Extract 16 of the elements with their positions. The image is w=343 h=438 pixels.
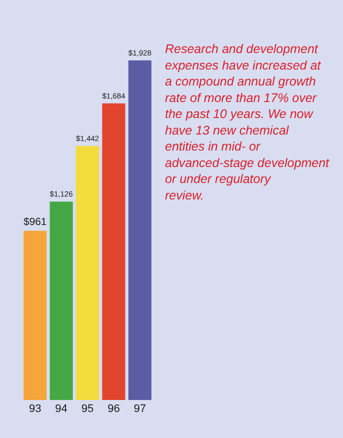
- data-label: $1,442: [76, 134, 99, 143]
- data-label: $1,684: [102, 91, 126, 100]
- x-tick-label: 95: [81, 403, 94, 415]
- x-tick-label: 97: [134, 403, 146, 415]
- data-label: $1,928: [128, 48, 152, 58]
- bar: [24, 230, 47, 400]
- x-tick-label: 96: [108, 403, 120, 415]
- x-tick-label: 94: [55, 403, 68, 415]
- data-label: $1,126: [50, 190, 73, 199]
- bar: [102, 103, 126, 400]
- x-tick-label: 93: [28, 403, 42, 415]
- bar: [76, 146, 100, 400]
- bar: [128, 60, 152, 400]
- text: Research and development expenses have increased at a compound annual growth rate of more than 17% over the past 10 years. We now have 13 new chemical entities in mid- or advanced-stage development or under regulatory review.: [165, 42, 330, 202]
- bar: [50, 202, 73, 400]
- data-label: $961: [24, 216, 47, 228]
